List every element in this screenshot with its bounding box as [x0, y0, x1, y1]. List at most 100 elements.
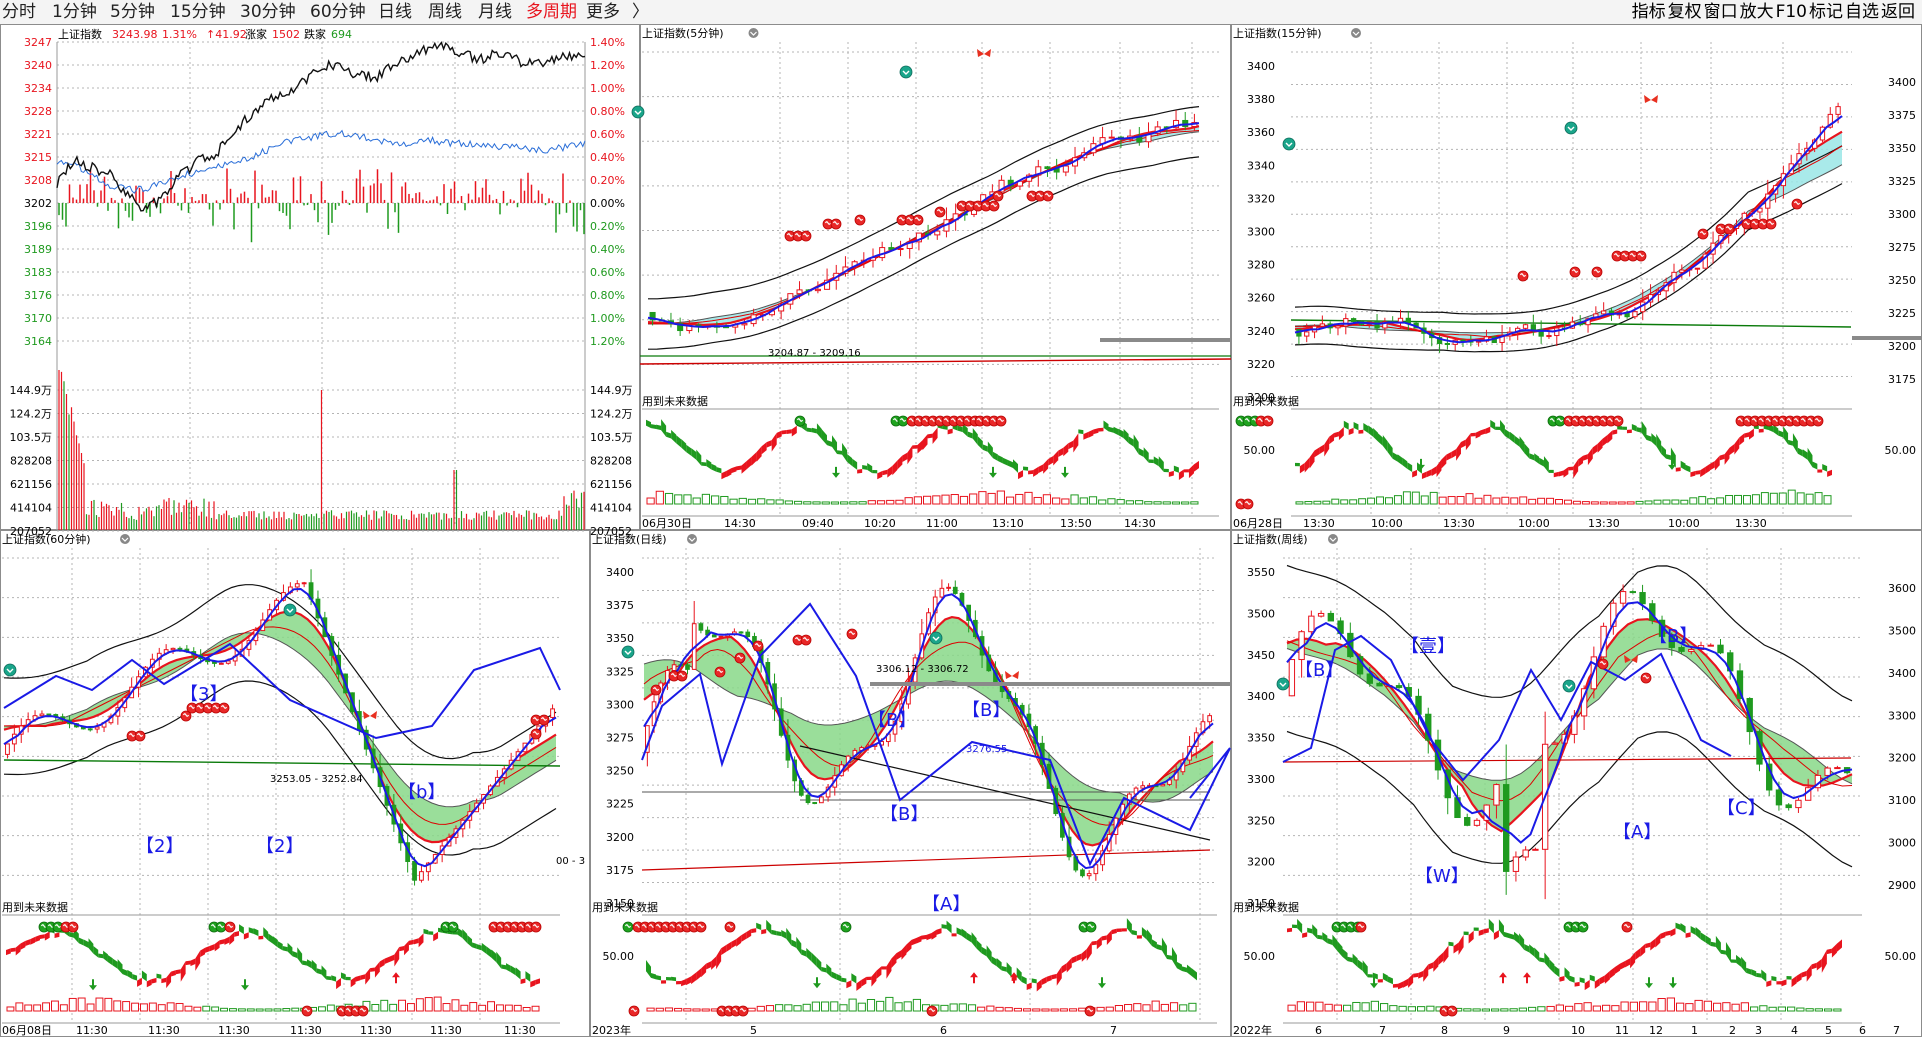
osc-segment	[1347, 956, 1353, 963]
osc-segment	[1051, 973, 1057, 980]
osc-segment	[1056, 966, 1062, 986]
osc-segment	[996, 958, 1002, 971]
osc-segment	[1625, 958, 1631, 968]
toolbar-tab-0[interactable]: 分时	[2, 2, 36, 22]
indicator-bar	[711, 495, 720, 505]
toolbar-tab-5[interactable]: 60分钟	[310, 2, 366, 22]
toolbar-right-item-3[interactable]: 放大	[1739, 2, 1774, 22]
osc-segment	[1103, 420, 1109, 432]
osc-segment	[706, 459, 712, 470]
osc-segment	[821, 429, 827, 446]
osc-segment	[1478, 929, 1484, 936]
osc-segment	[360, 974, 366, 980]
osc-segment	[1579, 977, 1585, 984]
osc-segment	[20, 940, 26, 950]
intraday-down-count: 694	[331, 28, 352, 41]
toolbar-right-item-1[interactable]: 复权	[1667, 2, 1702, 22]
osc-segment	[1568, 466, 1574, 471]
coin-mark	[303, 1008, 311, 1012]
osc-segment	[107, 954, 113, 966]
coin-mark	[630, 1008, 638, 1012]
toolbar-right-item-7[interactable]: 返回	[1881, 2, 1915, 22]
intraday-price-tick: 3221	[24, 128, 52, 141]
p5-wave-label-0: 【B】	[868, 710, 916, 731]
arrow-up-icon	[1523, 972, 1531, 984]
osc-segment	[1322, 932, 1328, 944]
toolbar-right-item-2[interactable]: 窗口	[1703, 2, 1738, 22]
osc-segment	[1421, 471, 1427, 480]
indicator-bar	[1472, 1008, 1481, 1012]
osc-segment	[816, 423, 822, 440]
osc-segment	[1710, 941, 1716, 947]
indicator-bar	[33, 1004, 42, 1012]
indicator-bar	[1050, 1008, 1059, 1012]
osc-segment	[756, 922, 762, 931]
candle-body	[1397, 317, 1404, 323]
toolbar-right-item-4[interactable]: F10	[1775, 2, 1807, 22]
osc-segment	[1116, 928, 1122, 932]
osc-segment	[666, 977, 672, 981]
osc-segment	[1007, 459, 1013, 469]
osc-segment	[1468, 930, 1474, 944]
indicator-bar	[1367, 497, 1376, 505]
osc-segment	[137, 977, 142, 987]
toolbar-right-item-0[interactable]: 指标	[1631, 2, 1666, 22]
indicator-bar	[1722, 1002, 1731, 1012]
osc-segment	[515, 967, 521, 980]
indicator-bar	[1564, 499, 1572, 505]
coin-mark	[196, 705, 204, 709]
osc-segment	[1448, 941, 1454, 947]
osc-segment	[350, 976, 356, 988]
candle-body	[1694, 267, 1701, 270]
toolbar-right-item-5[interactable]: 标记	[1809, 2, 1843, 22]
osc-segment	[1086, 941, 1092, 961]
candle-body	[1317, 612, 1325, 617]
indicator-bar	[424, 997, 433, 1012]
toolbar-tab-11[interactable]: 〉	[632, 2, 649, 22]
p3-xtick: 13:30	[1588, 517, 1620, 530]
coin-mark	[1028, 193, 1036, 197]
p6-xtick: 6	[1859, 1024, 1866, 1037]
indicator-bar	[1004, 1007, 1013, 1012]
toolbar-tab-1[interactable]: 1分钟	[52, 2, 97, 22]
toolbar-tab-6[interactable]: 日线	[378, 2, 412, 22]
osc-segment	[1076, 953, 1082, 962]
indicator-bar	[1160, 1003, 1169, 1012]
osc-segment	[132, 973, 138, 981]
osc-segment	[1118, 428, 1124, 439]
indicator-bar	[1340, 499, 1349, 505]
osc-segment	[481, 942, 487, 955]
toolbar-tab-9[interactable]: 多周期	[526, 2, 577, 22]
osc-segment	[1408, 973, 1414, 988]
indicator-bar	[1417, 1006, 1426, 1012]
p6-xtick: 11	[1615, 1024, 1629, 1037]
osc-segment	[957, 425, 963, 433]
osc-segment	[1646, 434, 1652, 442]
toolbar-tab-3[interactable]: 15分钟	[170, 2, 226, 22]
osc-segment	[1046, 974, 1052, 982]
coin-mark	[848, 631, 856, 635]
osc-segment	[1041, 976, 1047, 986]
indicator-bar	[513, 1004, 522, 1012]
indicator-bar	[104, 997, 113, 1012]
teal-signal-chevron	[634, 110, 642, 115]
osc-segment	[781, 430, 787, 435]
indicator-bar	[1768, 1006, 1777, 1012]
toolbar-tab-4[interactable]: 30分钟	[240, 2, 296, 22]
indicator-bar	[1510, 497, 1519, 505]
toolbar-right-item-6[interactable]: 自选	[1845, 2, 1879, 22]
toolbar-tab-2[interactable]: 5分钟	[110, 2, 155, 22]
toolbar-tab-10[interactable]: 更多	[586, 2, 620, 22]
indicator-bar	[830, 1001, 839, 1012]
candle-body	[1619, 591, 1627, 604]
osc-segment	[721, 470, 727, 480]
osc-segment	[1186, 964, 1192, 977]
osc-segment	[83, 939, 89, 948]
osc-segment	[185, 960, 191, 966]
toolbar-tab-8[interactable]: 月线	[478, 2, 512, 22]
osc-segment	[776, 430, 782, 439]
osc-segment	[1307, 927, 1313, 934]
p4-range-label: 3253.05 - 3252.84	[270, 774, 363, 785]
toolbar-tab-7[interactable]: 周线	[428, 2, 462, 22]
